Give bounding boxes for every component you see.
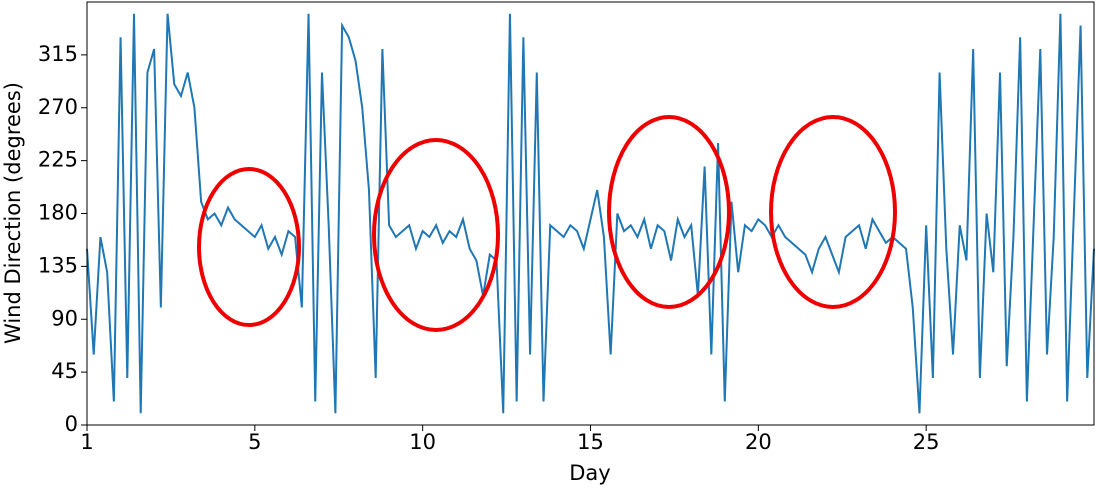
y-tick-label: 0 (65, 412, 78, 436)
highlight-ellipse (607, 115, 731, 309)
y-tick-label: 135 (38, 253, 78, 277)
data-line (86, 13, 1095, 414)
y-tick-label: 90 (51, 306, 78, 330)
y-tick-label: 315 (38, 42, 78, 66)
y-tick-label: 45 (51, 359, 78, 383)
highlight-ellipse (372, 138, 500, 332)
y-tick-label: 180 (38, 201, 78, 225)
x-tick-label: 5 (248, 430, 261, 454)
x-tick-label: 25 (913, 430, 940, 454)
y-tick-label: 225 (38, 148, 78, 172)
plot-area (86, 13, 1095, 414)
x-tick-label: 15 (577, 430, 604, 454)
highlight-ellipse (197, 167, 301, 327)
y-axis-label: Wind Direction (degrees) (1, 82, 25, 344)
x-tick-label: 1 (80, 430, 93, 454)
x-tick-label: 10 (409, 430, 436, 454)
axes-frame (86, 1, 1095, 426)
x-axis-label: Day (569, 461, 610, 485)
annotations (197, 115, 897, 332)
y-tick-label: 270 (38, 95, 78, 119)
x-tick-label: 20 (745, 430, 772, 454)
highlight-ellipse (769, 115, 897, 309)
